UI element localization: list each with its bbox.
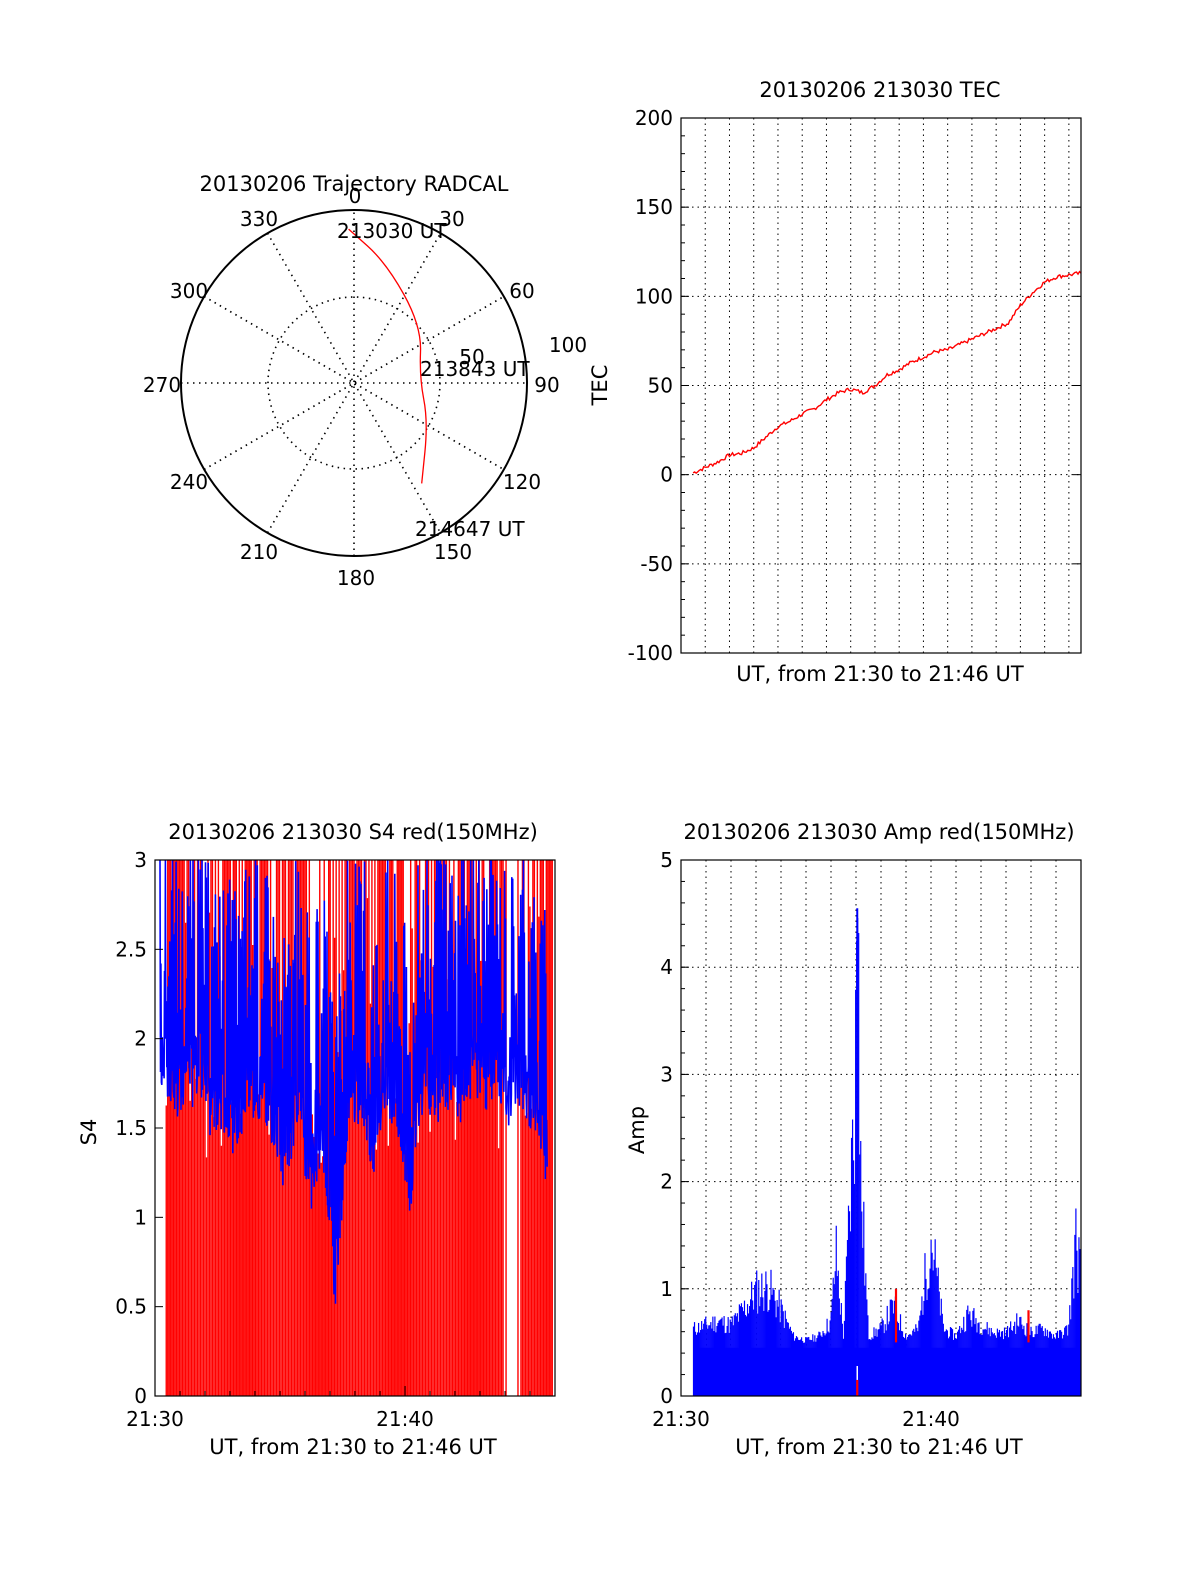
polar-ring-inner: [267, 296, 441, 470]
trajectory-polar-panel: 20130206 Trajectory RADCAL 0 30 60 90 12…: [143, 172, 587, 590]
s4-plot-frame: [154, 859, 556, 1397]
radial-label-100: 100: [549, 333, 587, 357]
azimuth-label-330: 330: [240, 207, 278, 231]
s4-y-tick-label: 0: [134, 1384, 147, 1408]
tec-title: 20130206 213030 TEC: [759, 78, 1000, 102]
trajectory-end-label: 214647 UT: [415, 517, 525, 541]
trajectory-mid-label: 213843 UT: [420, 357, 530, 381]
azimuth-label-300: 300: [170, 279, 208, 303]
amp-x-tick-2130: 21:30: [652, 1407, 710, 1431]
amp-y-tick-label: 0: [660, 1384, 673, 1408]
polar-spokes: [181, 210, 527, 556]
amp-x-tick-2140: 21:40: [902, 1407, 960, 1431]
trajectory-start-label: 213030 UT: [337, 219, 447, 243]
tec-y-tick-label: 0: [660, 463, 673, 487]
s4-x-axis-label: UT, from 21:30 to 21:46 UT: [209, 1435, 497, 1459]
polar-title: 20130206 Trajectory RADCAL: [200, 172, 509, 196]
amp-y-tick-label: 2: [660, 1170, 673, 1194]
amp-y-tick-label: 5: [660, 848, 673, 872]
azimuth-label-150: 150: [434, 540, 472, 564]
s4-y-tick-label: 2: [134, 1027, 147, 1051]
tec-grid: [681, 118, 1081, 653]
tec-y-tick-labels: -100 -50 0 50 100 150 200: [628, 106, 1081, 665]
azimuth-label-270: 270: [143, 373, 181, 397]
tec-series-line: [692, 270, 1082, 474]
s4-y-tick-label: 1: [134, 1205, 147, 1229]
trajectory-line: [348, 228, 427, 484]
amp-title: 20130206 213030 Amp red(150MHz): [683, 820, 1074, 844]
polar-spoke-150: [266, 232, 442, 534]
azimuth-label-210: 210: [240, 540, 278, 564]
s4-panel: 20130206 213030 S4 red(150MHz) 0 0.5 1 1.5 2…: [77, 820, 556, 1459]
amp-bars: [692, 908, 1081, 1396]
azimuth-label-180: 180: [337, 566, 375, 590]
tec-y-tick-label: 100: [635, 284, 673, 308]
s4-axes: 0 0.5 1 1.5 2 2.5 3: [115, 848, 556, 1408]
amp-y-tick-label: 4: [660, 955, 673, 979]
azimuth-label-0: 0: [349, 184, 362, 208]
s4-bars: [159, 859, 553, 1396]
tec-y-tick-label: -50: [640, 552, 673, 576]
tec-plot-frame: [680, 117, 1082, 654]
s4-y-tick-label: 3: [134, 848, 147, 872]
polar-spoke-120: [203, 295, 505, 471]
amp-plot-frame: [680, 859, 1082, 1397]
tec-y-tick-label: 50: [648, 374, 673, 398]
tec-y-tick-label: 150: [635, 195, 673, 219]
polar-spoke-30: [266, 232, 442, 534]
tec-panel: 20130206 213030 TEC -100-50050100150200 …: [588, 78, 1082, 686]
s4-title: 20130206 213030 S4 red(150MHz): [168, 820, 538, 844]
s4-y-tick-label: 0.5: [115, 1295, 147, 1319]
s4-y-tick-label: 1.5: [115, 1116, 147, 1140]
amp-y-tick-label: 3: [660, 1062, 673, 1086]
s4-x-tick-2140: 21:40: [376, 1407, 434, 1431]
amp-y-tick-label: 1: [660, 1277, 673, 1301]
s4-y-tick-label: 2.5: [115, 937, 147, 961]
amp-y-axis-label: Amp: [625, 1106, 649, 1154]
tec-y-tick-label: 200: [635, 106, 673, 130]
s4-x-tick-2130: 21:30: [126, 1407, 184, 1431]
s4-blue-series: [159, 859, 548, 1304]
azimuth-label-60: 60: [509, 279, 534, 303]
amp-axes: 0 1 2 3 4 5: [660, 848, 689, 1408]
s4-y-axis-label: S4: [77, 1119, 101, 1146]
radial-label-50: 50: [459, 345, 484, 369]
amp-panel: 20130206 213030 Amp red(150MHz) 0 1 2 3 4 5 2…: [625, 820, 1082, 1459]
amp-x-axis-label: UT, from 21:30 to 21:46 UT: [735, 1435, 1023, 1459]
tec-x-axis-label: UT, from 21:30 to 21:46 UT: [736, 662, 1024, 686]
azimuth-label-120: 120: [503, 470, 541, 494]
tec-y-tick-label: -100: [628, 641, 673, 665]
polar-azimuth-labels: 0 30 60 90 120 150 180 210 240 270 300 3…: [143, 184, 587, 590]
azimuth-label-30: 30: [439, 207, 464, 231]
azimuth-label-240: 240: [170, 470, 208, 494]
tec-y-axis-label: TEC: [588, 365, 612, 407]
polar-spoke-60: [203, 295, 505, 471]
azimuth-label-90: 90: [534, 373, 559, 397]
